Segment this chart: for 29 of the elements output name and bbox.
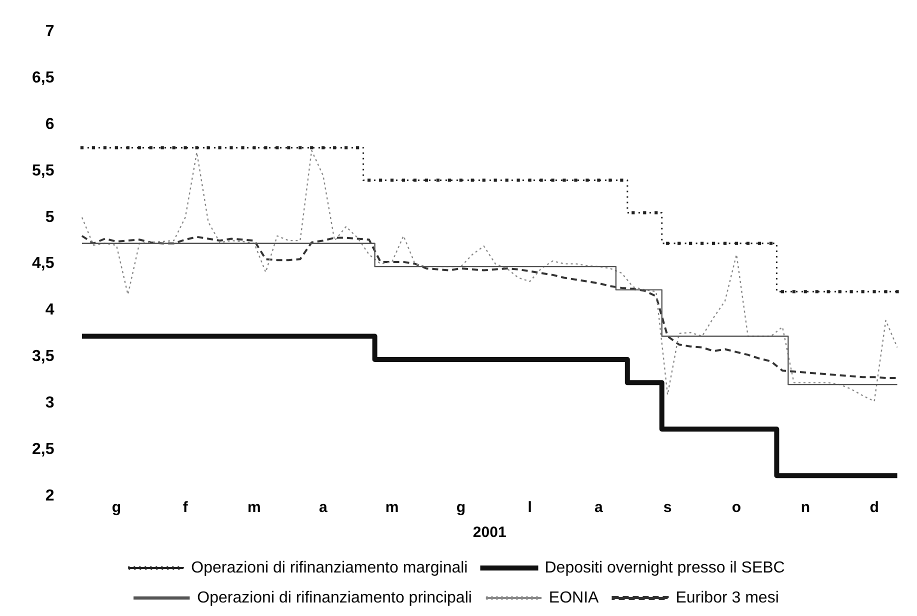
- x-tick-label: a: [318, 499, 328, 516]
- legend-label: Depositi overnight presso il SEBC: [544, 559, 785, 576]
- x-tick-label: m: [248, 499, 261, 516]
- y-tick-label: 4,5: [32, 255, 54, 272]
- x-tick-label: l: [528, 499, 532, 516]
- y-tick-label: 6: [45, 116, 54, 133]
- x-tick-label: g: [456, 499, 466, 516]
- x-tick-label: m: [385, 499, 399, 516]
- y-tick-label: 5,5: [32, 162, 54, 180]
- y-tick-label: 7: [45, 23, 54, 40]
- y-tick-label: 2,5: [32, 440, 54, 458]
- x-tick-label: o: [732, 499, 742, 516]
- x-axis-title: 2001: [472, 524, 506, 542]
- x-tick-label: s: [663, 499, 672, 516]
- x-tick-label: f: [182, 499, 189, 516]
- y-tick-label: 5: [45, 208, 54, 226]
- x-tick-label: g: [112, 499, 122, 516]
- x-tick-label: d: [870, 499, 879, 516]
- x-tick-label: a: [594, 499, 604, 516]
- legend-label: Operazioni di rifinanziamento marginali: [191, 559, 468, 576]
- y-tick-label: 2: [45, 487, 54, 504]
- x-tick-label: n: [800, 499, 810, 516]
- legend-label: Euribor 3 mesi: [676, 589, 779, 606]
- y-tick-label: 6,5: [32, 69, 54, 86]
- y-tick-label: 3: [45, 394, 54, 412]
- legend-label: EONIA: [548, 589, 600, 606]
- y-tick-label: 4: [45, 302, 54, 319]
- y-tick-label: 3,5: [32, 348, 54, 366]
- legend-label: Operazioni di rifinanziamento principali: [197, 589, 472, 606]
